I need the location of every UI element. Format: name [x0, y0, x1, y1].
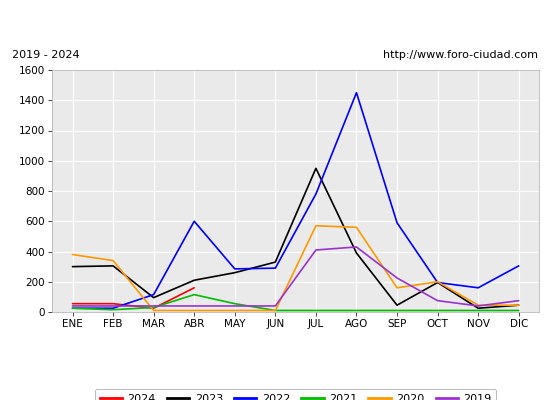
Text: http://www.foro-ciudad.com: http://www.foro-ciudad.com: [383, 50, 538, 60]
Legend: 2024, 2023, 2022, 2021, 2020, 2019: 2024, 2023, 2022, 2021, 2020, 2019: [95, 389, 496, 400]
Text: 2019 - 2024: 2019 - 2024: [12, 50, 80, 60]
Text: Evolucion Nº Turistas Nacionales en el municipio de Farrera: Evolucion Nº Turistas Nacionales en el m…: [69, 14, 481, 28]
